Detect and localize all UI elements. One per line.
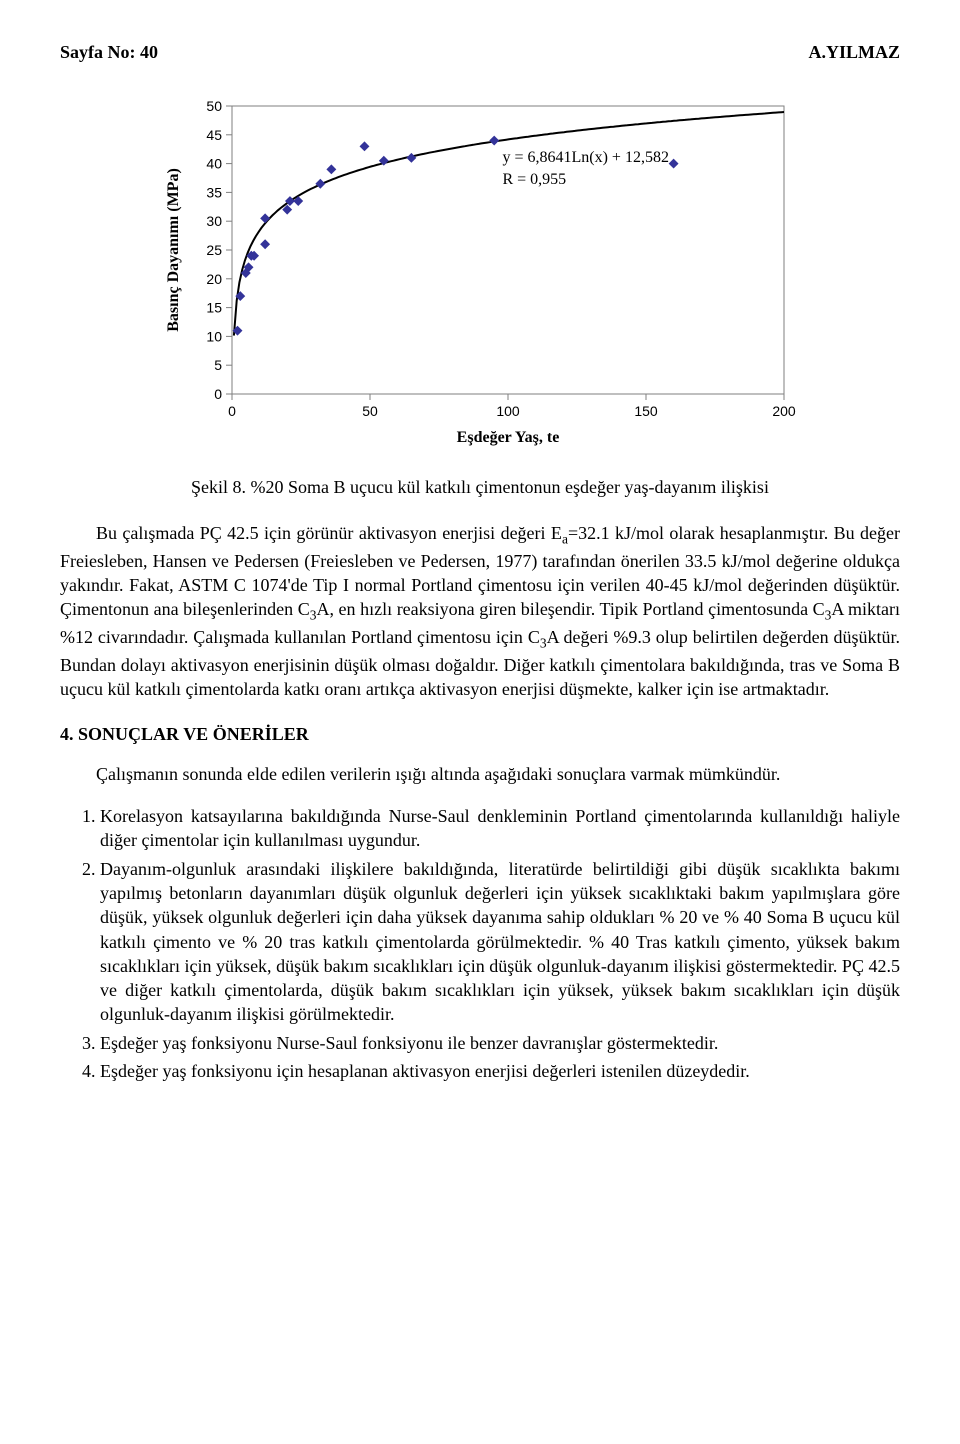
svg-text:0: 0 bbox=[228, 403, 236, 419]
svg-text:200: 200 bbox=[772, 403, 796, 419]
svg-text:150: 150 bbox=[634, 403, 658, 419]
p1c: A, en hızlı reaksiyona giren bileşendir.… bbox=[316, 599, 824, 619]
svg-text:25: 25 bbox=[206, 242, 222, 258]
p1a: Bu çalışmada PÇ 42.5 için görünür aktiva… bbox=[96, 523, 562, 543]
list-item: Eşdeğer yaş fonksiyonu Nurse-Saul fonksi… bbox=[100, 1031, 900, 1055]
svg-text:10: 10 bbox=[206, 329, 222, 345]
svg-text:35: 35 bbox=[206, 185, 222, 201]
header-right: A.YILMAZ bbox=[808, 40, 900, 64]
scatter-chart: 0 50 100 150 200 0 5 10 15 20 25 30 35 40 45 50 Eşdeğer … bbox=[160, 94, 800, 460]
list-item: Eşdeğer yaş fonksiyonu için hesaplanan a… bbox=[100, 1059, 900, 1083]
svg-text:Eşdeğer Yaş, te: Eşdeğer Yaş, te bbox=[457, 429, 560, 446]
sub-3c: 3 bbox=[540, 636, 547, 651]
svg-text:30: 30 bbox=[206, 213, 222, 229]
header-left: Sayfa No: 40 bbox=[60, 40, 158, 64]
figure-caption: Şekil 8. %20 Soma B uçucu kül katkılı çi… bbox=[60, 475, 900, 499]
section-heading: 4. SONUÇLAR VE ÖNERİLER bbox=[60, 722, 900, 746]
paragraph-1: Bu çalışmada PÇ 42.5 için görünür aktiva… bbox=[60, 521, 900, 702]
chart-svg: 0 50 100 150 200 0 5 10 15 20 25 30 35 40 45 50 Eşdeğer … bbox=[160, 94, 800, 454]
svg-text:100: 100 bbox=[496, 403, 520, 419]
conclusions-list: Korelasyon katsayılarına bakıldığında Nu… bbox=[60, 804, 900, 1083]
svg-text:15: 15 bbox=[206, 300, 222, 316]
svg-text:20: 20 bbox=[206, 271, 222, 287]
svg-text:5: 5 bbox=[214, 357, 222, 373]
svg-text:R = 0,955: R = 0,955 bbox=[502, 171, 566, 188]
svg-text:0: 0 bbox=[214, 386, 222, 402]
list-item: Dayanım-olgunluk arasındaki ilişkilere b… bbox=[100, 857, 900, 1027]
svg-text:50: 50 bbox=[362, 403, 378, 419]
list-item: Korelasyon katsayılarına bakıldığında Nu… bbox=[100, 804, 900, 853]
svg-text:45: 45 bbox=[206, 127, 222, 143]
svg-text:50: 50 bbox=[206, 98, 222, 114]
paragraph-2: Çalışmanın sonunda elde edilen verilerin… bbox=[60, 762, 900, 786]
page-header: Sayfa No: 40 A.YILMAZ bbox=[60, 40, 900, 64]
svg-text:Basınç Dayanımı (MPa): Basınç Dayanımı (MPa) bbox=[165, 169, 182, 333]
svg-text:y = 6,8641Ln(x) + 12,582: y = 6,8641Ln(x) + 12,582 bbox=[502, 149, 668, 166]
svg-text:40: 40 bbox=[206, 156, 222, 172]
